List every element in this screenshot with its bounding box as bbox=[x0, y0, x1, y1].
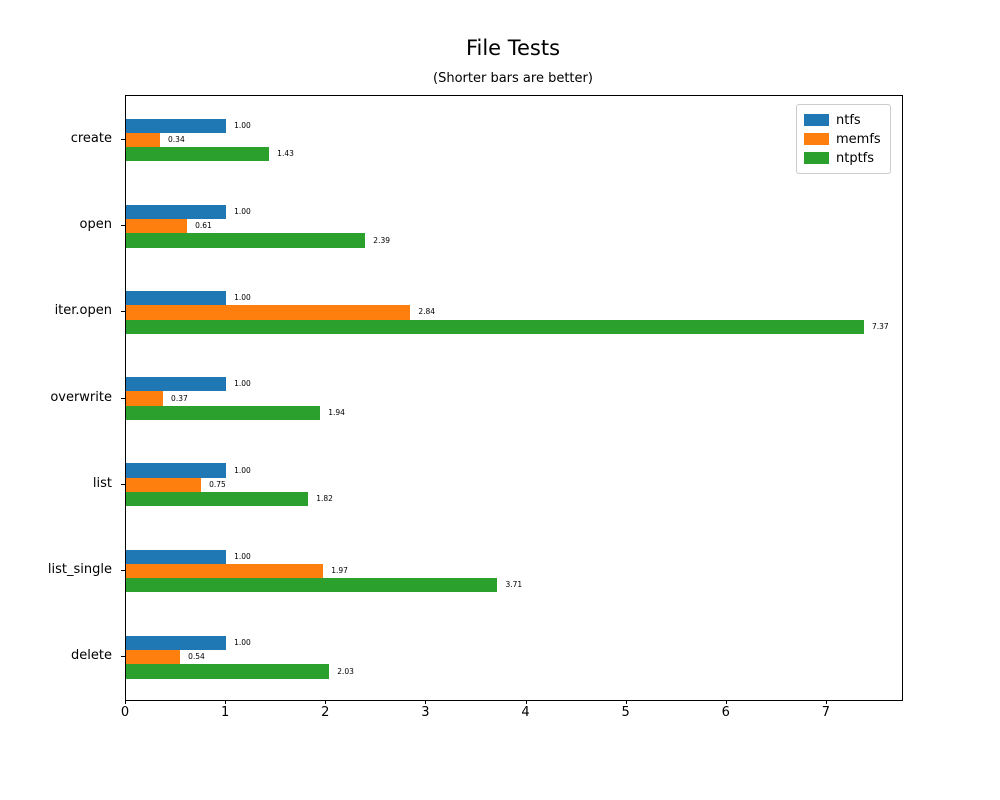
bar-memfs-list bbox=[126, 477, 202, 492]
xtick-label-3: 3 bbox=[421, 705, 430, 720]
ytick-mark bbox=[121, 311, 125, 313]
xtick-mark bbox=[525, 700, 527, 704]
legend-swatch-memfs bbox=[804, 133, 829, 145]
bar-ntptfs-overwrite bbox=[126, 405, 321, 421]
xtick-mark bbox=[125, 700, 126, 704]
bar-ntfs-list bbox=[126, 463, 227, 478]
bar-value-label-ntfs-open: 1.00 bbox=[234, 206, 251, 216]
bar-value-label-ntfs-overwrite: 1.00 bbox=[234, 379, 251, 389]
legend-swatch-ntptfs bbox=[804, 152, 829, 164]
bar-value-label-ntfs-create: 1.00 bbox=[234, 120, 251, 130]
plot-area: 1.00 0.34 1.43 1.00 0.61 2.39 1.00 2.84 7.37 1.00… bbox=[125, 95, 903, 701]
bar-value-label-ntfs-delete: 1.00 bbox=[234, 637, 251, 647]
ytick-mark bbox=[121, 397, 125, 399]
legend-item-ntptfs: ntptfs bbox=[804, 149, 881, 167]
xtick-mark bbox=[425, 700, 427, 704]
ytick-mark bbox=[121, 139, 125, 140]
bar-ntptfs-create bbox=[126, 147, 270, 162]
bar-ntptfs-list bbox=[126, 491, 309, 507]
bar-value-label-ntfs-list: 1.00 bbox=[234, 465, 251, 475]
bar-value-label-memfs-iter.open: 2.84 bbox=[418, 307, 436, 317]
bar-value-label-ntfs-iter.open: 1.00 bbox=[234, 293, 251, 303]
bar-value-label-ntptfs-list: 1.82 bbox=[316, 494, 333, 504]
xtick-mark bbox=[725, 700, 727, 704]
xtick-mark bbox=[225, 700, 227, 704]
legend-item-ntfs: ntfs bbox=[804, 111, 881, 129]
bar-ntfs-create bbox=[126, 118, 227, 133]
xtick-label-6: 6 bbox=[721, 705, 730, 720]
xtick-label-7: 7 bbox=[821, 705, 831, 720]
bar-value-label-memfs-list: 0.75 bbox=[209, 479, 226, 489]
bar-memfs-create bbox=[126, 132, 161, 148]
ytick-mark bbox=[121, 225, 125, 227]
bar-memfs-overwrite bbox=[126, 391, 164, 406]
bar-value-label-ntptfs-delete: 2.03 bbox=[337, 666, 354, 676]
bar-value-label-ntptfs-overwrite: 1.94 bbox=[328, 407, 345, 417]
bar-memfs-list_single bbox=[126, 563, 324, 579]
bar-memfs-delete bbox=[126, 650, 181, 665]
legend-swatch-ntfs bbox=[804, 114, 829, 126]
bar-value-label-ntptfs-iter.open: 7.37 bbox=[871, 321, 889, 331]
bar-ntptfs-list_single bbox=[126, 578, 498, 593]
bar-value-label-memfs-delete: 0.54 bbox=[188, 652, 205, 662]
chart-subtitle: (Shorter bars are better) bbox=[433, 71, 593, 86]
bar-ntfs-iter.open bbox=[126, 290, 227, 306]
bar-ntfs-delete bbox=[126, 635, 227, 651]
xtick-mark bbox=[625, 700, 627, 704]
ytick-label-open: open bbox=[79, 217, 112, 233]
bar-memfs-iter.open bbox=[126, 305, 411, 320]
bar-value-label-ntptfs-create: 1.43 bbox=[277, 149, 294, 159]
xtick-mark bbox=[825, 700, 827, 704]
xtick-label-0: 0 bbox=[120, 705, 130, 720]
xtick-label-4: 4 bbox=[521, 705, 530, 720]
bar-value-label-memfs-list_single: 1.97 bbox=[331, 566, 348, 575]
legend-label-ntfs: ntfs bbox=[836, 112, 861, 128]
legend: ntfs memfs ntptfs bbox=[796, 104, 891, 174]
ytick-mark bbox=[121, 656, 125, 658]
bar-ntptfs-iter.open bbox=[126, 319, 864, 334]
legend-label-ntptfs: ntptfs bbox=[836, 150, 875, 166]
legend-item-memfs: memfs bbox=[804, 130, 881, 148]
bar-ntfs-overwrite bbox=[126, 377, 227, 392]
bar-value-label-ntfs-list_single: 1.00 bbox=[234, 551, 251, 561]
bar-ntptfs-delete bbox=[126, 664, 330, 679]
bar-ntfs-open bbox=[126, 204, 227, 220]
ytick-label-overwrite: overwrite bbox=[50, 389, 112, 405]
ytick-label-create: create bbox=[70, 131, 112, 146]
xtick-label-2: 2 bbox=[321, 705, 330, 720]
ytick-label-list: list bbox=[92, 475, 112, 491]
chart-title: File Tests bbox=[465, 36, 561, 60]
ytick-mark bbox=[121, 483, 125, 485]
xtick-label-1: 1 bbox=[220, 705, 230, 720]
legend-label-memfs: memfs bbox=[836, 131, 881, 147]
xtick-mark bbox=[325, 700, 327, 704]
bar-memfs-open bbox=[126, 219, 188, 234]
xtick-label-5: 5 bbox=[621, 705, 630, 720]
bar-value-label-memfs-overwrite: 0.37 bbox=[171, 393, 188, 403]
bar-ntptfs-open bbox=[126, 233, 366, 248]
bar-value-label-memfs-open: 0.61 bbox=[195, 221, 212, 231]
ytick-label-iter.open: iter.open bbox=[54, 303, 112, 319]
bar-value-label-memfs-create: 0.34 bbox=[168, 135, 185, 144]
bar-value-label-ntptfs-open: 2.39 bbox=[373, 235, 390, 245]
bar-value-label-ntptfs-list_single: 3.71 bbox=[505, 580, 523, 590]
ytick-label-list_single: list_single bbox=[47, 562, 112, 577]
bar-ntfs-list_single bbox=[126, 549, 227, 564]
ytick-mark bbox=[121, 570, 125, 571]
ytick-label-delete: delete bbox=[71, 648, 112, 664]
